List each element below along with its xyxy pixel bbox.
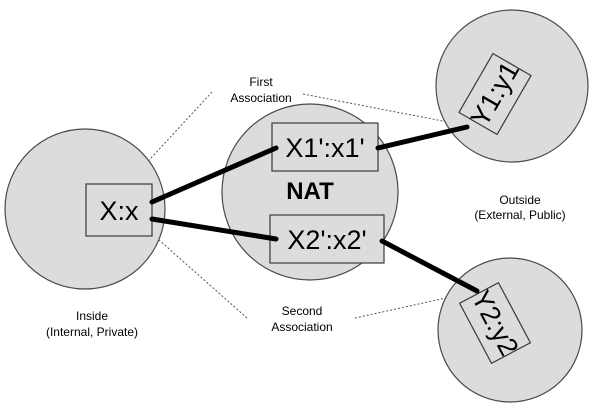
inside-network-circle (4, 128, 166, 290)
outside-label-line2: (External, Public) (474, 208, 565, 222)
remote-endpoint-first-box (458, 52, 532, 136)
second-association-callout-right (354, 295, 456, 319)
first-association-callout-left (139, 91, 213, 171)
second-association-link-outside (379, 238, 480, 294)
first-association-link-inside (149, 145, 279, 205)
association-links (149, 124, 480, 294)
inside-label-line1: Inside (76, 309, 108, 323)
second-association-link-inside (149, 216, 279, 242)
inside-label-line2: (Internal, Private) (46, 325, 138, 339)
inside-endpoint-label: X:x (99, 196, 139, 226)
first-association-link-outside (375, 124, 470, 151)
first-association-label-line1: First (249, 75, 273, 89)
second-association-label-line1: Second (282, 304, 323, 318)
remote-endpoint-second-box (458, 281, 532, 365)
second-association-label-line2: Association (271, 320, 332, 334)
association-callout-lines (139, 91, 456, 319)
nat-mapping-first-label: X1':x1' (285, 133, 364, 163)
inside-endpoint-box (85, 183, 153, 237)
nat-label: NAT (286, 178, 334, 205)
second-association-callout-left (149, 231, 248, 319)
first-association-label-line2: Association (230, 91, 291, 105)
nat-mapping-second-label: X2':x2' (287, 225, 366, 255)
nat-mapping-second-box (269, 214, 385, 264)
first-association-callout-right (302, 93, 454, 124)
outside-label-line1: Outside (499, 193, 541, 207)
